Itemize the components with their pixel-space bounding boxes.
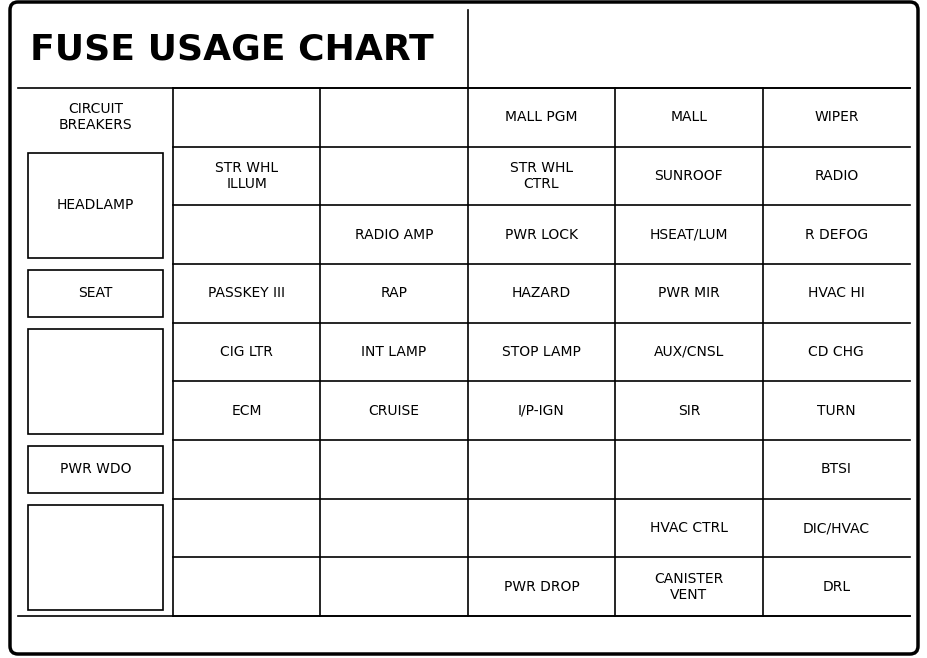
Text: HSEAT/LUM: HSEAT/LUM [650,228,728,241]
Text: RADIO: RADIO [814,169,858,183]
Text: PWR WDO: PWR WDO [59,463,132,476]
Text: WIPER: WIPER [814,111,858,124]
Text: HEADLAMP: HEADLAMP [57,198,134,213]
Text: SEAT: SEAT [78,286,113,300]
FancyBboxPatch shape [10,2,918,654]
Text: FUSE USAGE CHART: FUSE USAGE CHART [30,32,434,66]
Text: AUX/CNSL: AUX/CNSL [654,345,724,359]
Text: STOP LAMP: STOP LAMP [502,345,581,359]
Text: CD CHG: CD CHG [808,345,864,359]
Text: RAP: RAP [381,286,408,300]
Bar [28,446,163,493]
Text: PWR DROP: PWR DROP [503,580,579,594]
Text: TURN: TURN [817,403,856,418]
Text: SIR: SIR [678,403,700,418]
Text: ECM: ECM [232,403,262,418]
Text: CRUISE: CRUISE [369,403,420,418]
Text: CIRCUIT
BREAKERS: CIRCUIT BREAKERS [58,102,133,132]
Text: DIC/HVAC: DIC/HVAC [803,521,870,535]
Text: HAZARD: HAZARD [512,286,571,300]
Text: STR WHL
ILLUM: STR WHL ILLUM [215,161,278,191]
Text: HVAC HI: HVAC HI [808,286,865,300]
Bar [28,505,163,610]
Text: RADIO AMP: RADIO AMP [355,228,433,241]
Text: HVAC CTRL: HVAC CTRL [650,521,728,535]
Text: STR WHL
CTRL: STR WHL CTRL [510,161,573,191]
Text: MALL: MALL [670,111,707,124]
Text: R DEFOG: R DEFOG [805,228,868,241]
Text: INT LAMP: INT LAMP [362,345,426,359]
Bar [28,270,163,316]
Text: DRL: DRL [822,580,850,594]
Text: PWR LOCK: PWR LOCK [505,228,578,241]
Bar [28,328,163,434]
Text: SUNROOF: SUNROOF [654,169,723,183]
Bar [28,153,163,258]
Text: CANISTER
VENT: CANISTER VENT [654,572,724,602]
Text: PWR MIR: PWR MIR [658,286,719,300]
Text: CIG LTR: CIG LTR [221,345,273,359]
Text: I/P-IGN: I/P-IGN [518,403,565,418]
Text: BTSI: BTSI [821,463,852,476]
Text: PASSKEY III: PASSKEY III [209,286,286,300]
Text: MALL PGM: MALL PGM [505,111,578,124]
